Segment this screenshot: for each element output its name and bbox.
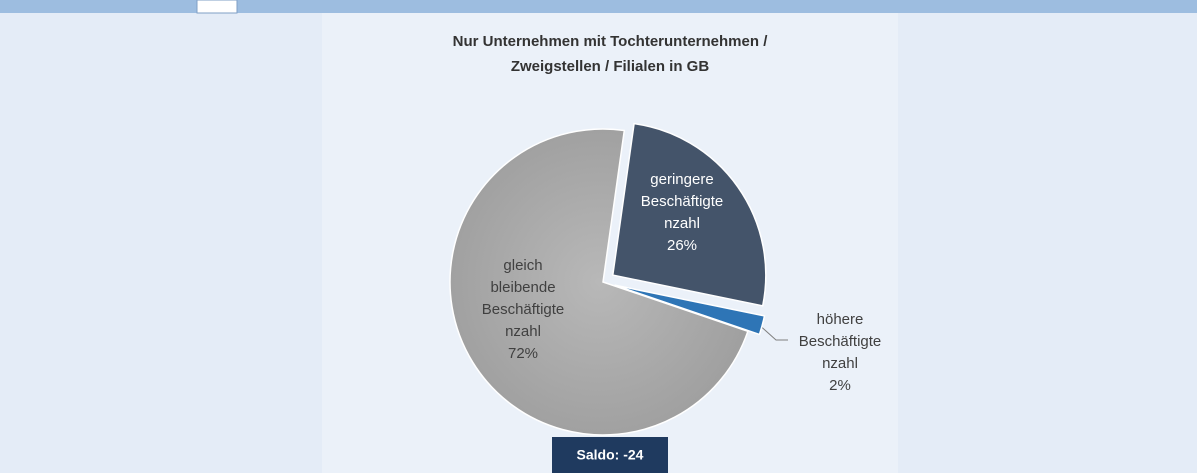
saldo-box [552,437,668,473]
slice-label: höhere Beschäftigte nzahl [799,311,882,372]
saldo: Saldo: -24 [577,447,644,463]
pie [449,122,767,436]
value-label: 2% [829,377,851,394]
value-label: 26% [667,237,697,254]
chart-title: Nur Unternehmen mit Tochterunternehmen / [453,33,769,50]
pie-slice [449,128,749,436]
pie-slice [611,122,767,307]
chart-title: Zweigstellen / Filialen in GB [511,58,710,75]
top-bar [0,0,1197,13]
slice-label: geringere Beschäftigte nzahl [641,171,724,232]
top-box [196,0,238,14]
slice-label: gleich bleibende Beschäftigte nzahl [482,257,565,340]
leader-line [756,322,788,341]
pie-slice [614,284,766,336]
value-label: 72% [508,345,538,362]
